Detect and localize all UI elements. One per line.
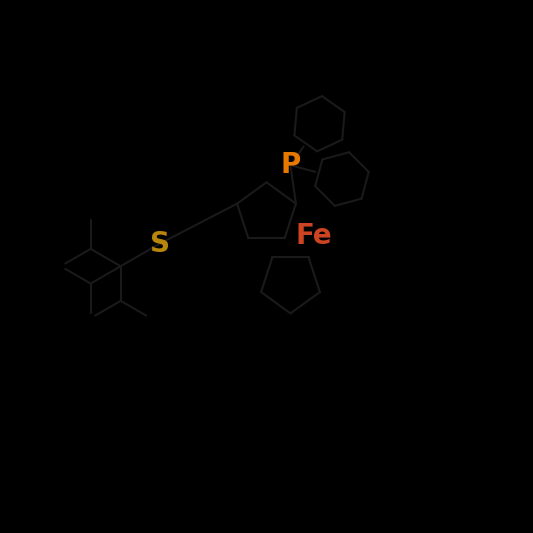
Text: S: S <box>150 230 170 257</box>
Text: P: P <box>280 151 301 179</box>
Text: Fe: Fe <box>295 222 332 249</box>
